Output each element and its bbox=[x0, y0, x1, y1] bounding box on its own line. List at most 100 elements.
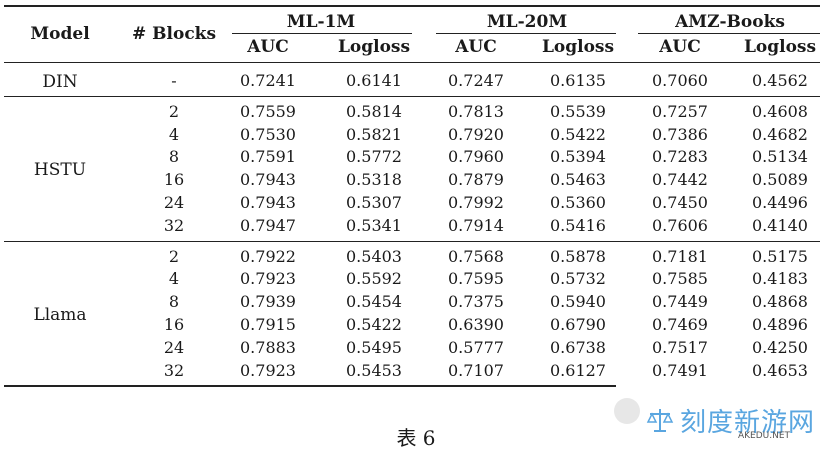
value-cell: 0.5422 bbox=[346, 315, 402, 334]
value-cell: 0.5403 bbox=[346, 246, 402, 266]
value-cell: 0.5495 bbox=[346, 337, 402, 357]
table-rule bbox=[4, 240, 820, 242]
table-rule bbox=[232, 33, 412, 34]
value-cell: 0.5777 bbox=[448, 337, 504, 357]
value-cell: 0.7442 bbox=[652, 170, 708, 190]
value-cell: 0.5318 bbox=[346, 170, 402, 190]
value-cell: 0.4682 bbox=[752, 124, 808, 144]
value-cell: 0.5732 bbox=[550, 269, 606, 289]
value-cell: 0.7375 bbox=[448, 292, 504, 312]
group-label-llama: Llama bbox=[33, 305, 87, 325]
value-cell: 0.6127 bbox=[550, 360, 606, 380]
value-cell: 0.5821 bbox=[346, 124, 402, 144]
value-cell: 0.5341 bbox=[346, 215, 402, 235]
blocks-cell: 8 bbox=[168, 147, 180, 167]
value-cell: 0.6738 bbox=[550, 337, 606, 357]
value-cell: 0.7517 bbox=[652, 337, 708, 357]
value-cell: 0.7947 bbox=[240, 215, 296, 235]
value-cell: 0.5772 bbox=[346, 147, 402, 167]
value-cell: 0.4653 bbox=[752, 360, 808, 380]
value-cell: 0.7943 bbox=[240, 170, 296, 190]
blocks-cell: 4 bbox=[168, 269, 180, 289]
blocks-cell: 2 bbox=[168, 101, 180, 121]
header-blocks: # Blocks bbox=[131, 24, 217, 44]
value-cell: 0.7559 bbox=[240, 101, 296, 121]
value-cell: 0.5454 bbox=[346, 292, 402, 312]
value-cell: 0.4562 bbox=[752, 71, 808, 90]
value-cell: 0.7247 bbox=[448, 71, 504, 90]
value-cell: 0.4608 bbox=[752, 101, 808, 121]
value-cell: 0.7923 bbox=[240, 360, 296, 380]
value-cell: 0.7469 bbox=[652, 315, 708, 334]
value-cell: 0.6790 bbox=[550, 315, 606, 334]
value-cell: 0.7530 bbox=[240, 124, 296, 144]
blocks-cell: 24 bbox=[163, 193, 185, 212]
value-cell: 0.7241 bbox=[240, 71, 296, 90]
value-cell: 0.7595 bbox=[448, 269, 504, 289]
value-cell: 0.7591 bbox=[240, 147, 296, 167]
header-dataset: AMZ-Books bbox=[675, 12, 785, 32]
header-metric: Logloss bbox=[541, 37, 615, 57]
value-cell: 0.7606 bbox=[652, 215, 708, 235]
blocks-cell: 2 bbox=[168, 246, 180, 266]
value-cell: 0.7879 bbox=[448, 170, 504, 190]
value-cell: 0.7585 bbox=[652, 269, 708, 289]
value-cell: 0.5463 bbox=[550, 170, 606, 190]
blocks-cell: 24 bbox=[163, 337, 185, 357]
value-cell: 0.4896 bbox=[752, 315, 808, 334]
value-cell: 0.5453 bbox=[346, 360, 402, 380]
value-cell: 0.7107 bbox=[448, 360, 504, 380]
value-cell: 0.5175 bbox=[752, 246, 808, 266]
value-cell: 0.7450 bbox=[652, 193, 708, 212]
value-cell: 0.7922 bbox=[240, 246, 296, 266]
watermark-text: 刻度新游网 bbox=[680, 408, 816, 438]
value-cell: 0.4183 bbox=[752, 269, 808, 289]
value-cell: 0.5592 bbox=[346, 269, 402, 289]
value-cell: 0.7914 bbox=[448, 215, 504, 235]
group-label-hstu: HSTU bbox=[33, 160, 87, 181]
header-dataset: ML-1M bbox=[286, 12, 356, 32]
value-cell: 0.4250 bbox=[752, 337, 808, 357]
value-cell: 0.4868 bbox=[752, 292, 808, 312]
value-cell: 0.7920 bbox=[448, 124, 504, 144]
value-cell: 0.7883 bbox=[240, 337, 296, 357]
value-cell: 0.7491 bbox=[652, 360, 708, 380]
watermark-subtext: AKEDU.NET bbox=[738, 431, 791, 441]
value-cell: 0.7939 bbox=[240, 292, 296, 312]
value-cell: 0.7960 bbox=[448, 147, 504, 167]
header-metric: Logloss bbox=[337, 37, 411, 57]
value-cell: 0.7283 bbox=[652, 147, 708, 167]
value-cell: 0.7060 bbox=[652, 71, 708, 90]
blocks-cell: 32 bbox=[163, 215, 185, 235]
blocks-cell: 4 bbox=[168, 124, 180, 144]
value-cell: 0.4496 bbox=[752, 193, 808, 212]
value-cell: 0.5878 bbox=[550, 246, 606, 266]
value-cell: 0.7257 bbox=[652, 101, 708, 121]
blocks-cell: 16 bbox=[163, 315, 185, 334]
value-cell: 0.7915 bbox=[240, 315, 296, 334]
value-cell: 0.6141 bbox=[346, 71, 402, 90]
header-metric: AUC bbox=[659, 37, 701, 57]
blocks-cell: - bbox=[171, 71, 177, 90]
table-rule bbox=[4, 62, 820, 63]
value-cell: 0.5307 bbox=[346, 193, 402, 212]
table-rule bbox=[436, 33, 616, 34]
value-cell: 0.7386 bbox=[652, 124, 708, 144]
table-rule bbox=[4, 385, 616, 388]
value-cell: 0.5539 bbox=[550, 101, 606, 121]
header-metric: AUC bbox=[455, 37, 497, 57]
value-cell: 0.7181 bbox=[652, 246, 708, 266]
value-cell: 0.4140 bbox=[752, 215, 808, 235]
value-cell: 0.5422 bbox=[550, 124, 606, 144]
scale-icon bbox=[646, 409, 674, 432]
blocks-cell: 32 bbox=[163, 360, 185, 380]
value-cell: 0.5814 bbox=[346, 101, 402, 121]
value-cell: 0.6390 bbox=[448, 315, 504, 334]
value-cell: 0.7992 bbox=[448, 193, 504, 212]
blocks-cell: 16 bbox=[163, 170, 185, 190]
value-cell: 0.5089 bbox=[752, 170, 808, 190]
value-cell: 0.6135 bbox=[550, 71, 606, 90]
table-rule bbox=[4, 95, 820, 97]
group-label-din: DIN bbox=[42, 72, 78, 93]
value-cell: 0.5416 bbox=[550, 215, 606, 235]
